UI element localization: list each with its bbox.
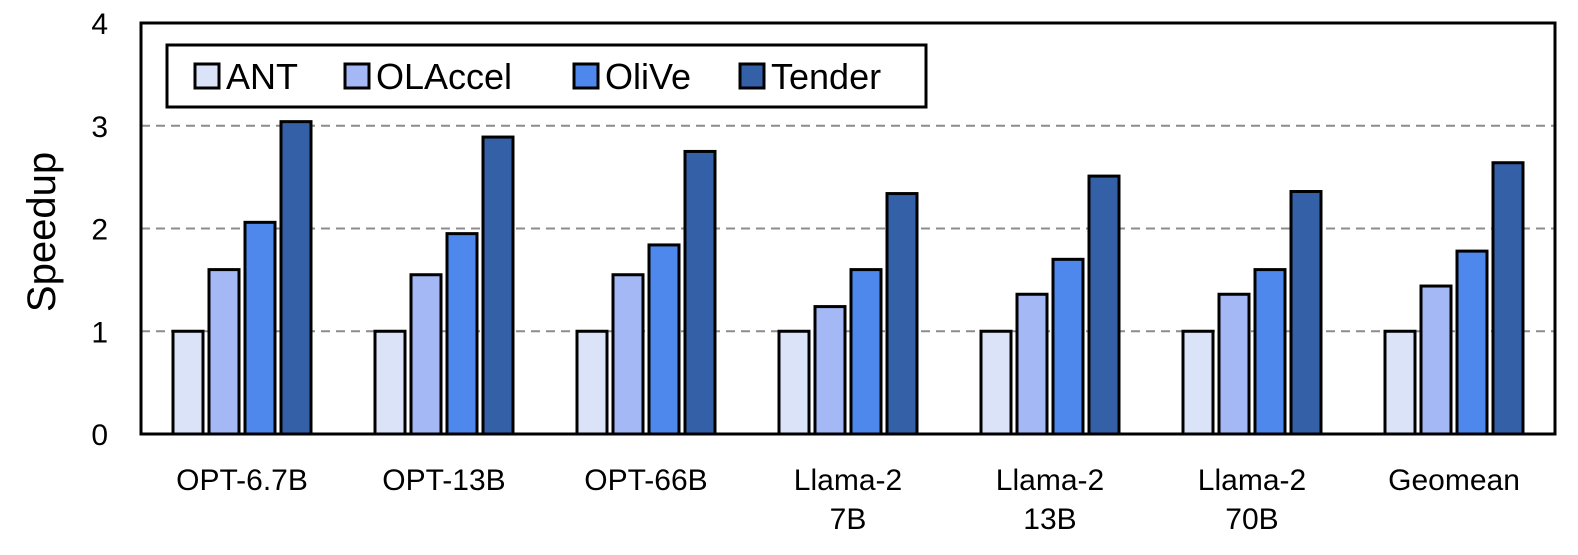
legend-label-tender: Tender — [771, 56, 881, 97]
legend-swatch-tender — [738, 62, 766, 90]
gridlines — [141, 124, 1555, 333]
legend: ANT OLAccel OliVe Tender — [165, 43, 928, 109]
bars — [171, 120, 1525, 436]
x-category-label: Llama-2 70B — [1198, 464, 1306, 536]
y-tick-label: 1 — [91, 316, 108, 349]
legend-label-olaccel: OLAccel — [376, 56, 512, 97]
legend-swatch-ant — [193, 62, 221, 90]
bar-ant — [1383, 329, 1417, 436]
bar-olaccel — [1217, 292, 1251, 436]
bar-ant — [171, 329, 205, 436]
bar-olaccel — [611, 273, 645, 436]
y-axis-ticks: 0 1 2 3 4 — [91, 8, 108, 452]
bar-olive — [243, 220, 277, 436]
bar-tender — [1289, 190, 1323, 436]
y-tick-label: 2 — [91, 214, 108, 247]
bar-tender — [1491, 161, 1525, 436]
bar-tender — [279, 120, 313, 436]
bar-tender — [1087, 174, 1121, 436]
legend-box — [165, 43, 928, 109]
bar-olive — [445, 232, 479, 436]
plot-frame — [139, 21, 1557, 436]
x-category-label: Llama-2 13B — [996, 464, 1104, 536]
y-axis-title: Speedup — [20, 152, 64, 312]
bar-olive — [647, 243, 681, 436]
legend-label-olive: OliVe — [605, 56, 691, 97]
bar-olive — [1051, 257, 1085, 436]
x-category-label: OPT-66B — [584, 464, 707, 497]
bar-ant — [575, 329, 609, 436]
bar-olaccel — [1015, 292, 1049, 436]
x-category-label: OPT-13B — [382, 464, 505, 497]
bar-olive — [849, 268, 883, 436]
x-category-label: Llama-2 7B — [794, 464, 902, 536]
bar-ant — [373, 329, 407, 436]
bar-olaccel — [1419, 284, 1453, 436]
legend-swatch-olaccel — [343, 62, 371, 90]
bar-tender — [885, 192, 919, 436]
bar-ant — [1181, 329, 1215, 436]
x-category-label: Geomean — [1388, 464, 1520, 497]
bar-ant — [979, 329, 1013, 436]
y-tick-label: 3 — [91, 111, 108, 144]
bar-tender — [481, 135, 515, 436]
legend-swatch-olive — [572, 62, 600, 90]
bar-olaccel — [207, 268, 241, 436]
bar-ant — [777, 329, 811, 436]
x-axis-labels: OPT-6.7B OPT-13B OPT-66B Llama-2 7B Llama-2 13… — [176, 464, 1520, 536]
y-tick-label: 0 — [91, 419, 108, 452]
x-category-label: OPT-6.7B — [176, 464, 308, 497]
bar-olaccel — [409, 273, 443, 436]
bar-olive — [1253, 268, 1287, 436]
bar-olaccel — [813, 305, 847, 436]
y-tick-label: 4 — [91, 8, 108, 41]
bar-tender — [683, 149, 717, 436]
legend-label-ant: ANT — [226, 56, 298, 97]
bar-olive — [1455, 249, 1489, 436]
